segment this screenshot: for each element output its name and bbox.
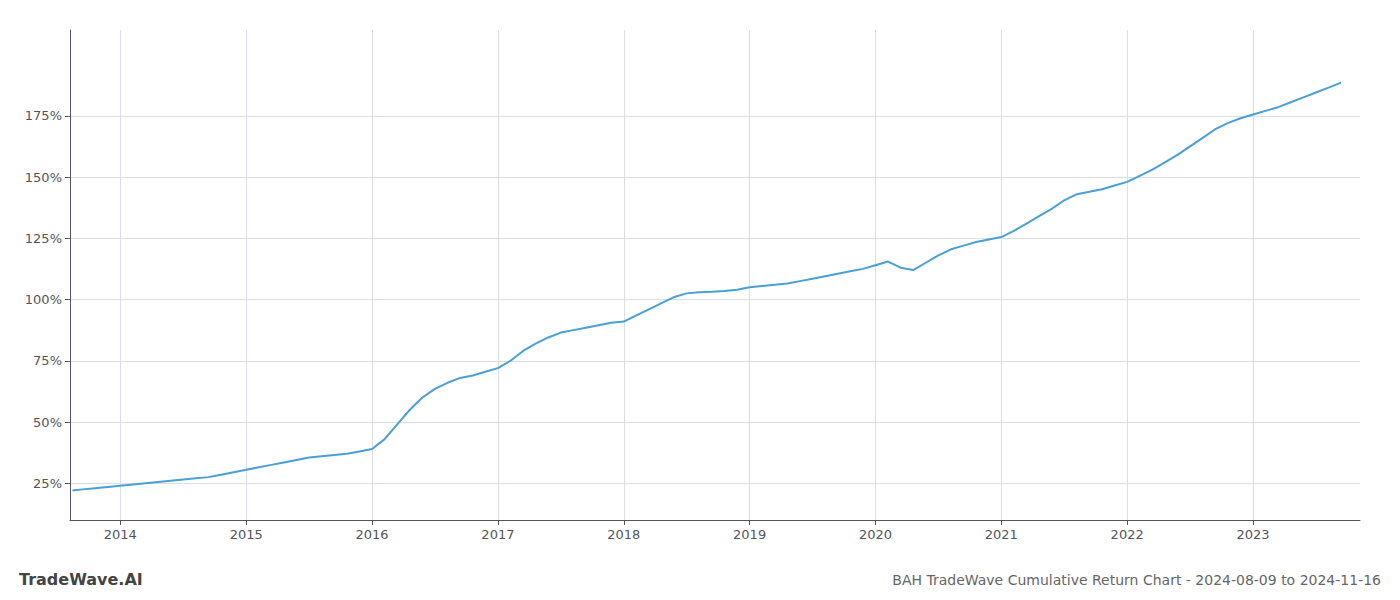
svg-text:2014: 2014 xyxy=(104,527,137,542)
svg-text:2015: 2015 xyxy=(230,527,263,542)
svg-text:2021: 2021 xyxy=(985,527,1018,542)
svg-text:75%: 75% xyxy=(33,353,62,368)
svg-text:2022: 2022 xyxy=(1111,527,1144,542)
svg-text:2018: 2018 xyxy=(607,527,640,542)
svg-text:2019: 2019 xyxy=(733,527,766,542)
svg-text:125%: 125% xyxy=(25,231,62,246)
svg-text:175%: 175% xyxy=(25,108,62,123)
svg-text:2017: 2017 xyxy=(481,527,514,542)
svg-text:25%: 25% xyxy=(33,476,62,491)
svg-text:2023: 2023 xyxy=(1236,527,1269,542)
svg-text:BAH TradeWave Cumulative Retur: BAH TradeWave Cumulative Return Chart - … xyxy=(892,572,1381,588)
svg-text:TradeWave.AI: TradeWave.AI xyxy=(19,570,143,589)
svg-text:50%: 50% xyxy=(33,415,62,430)
svg-text:2020: 2020 xyxy=(859,527,892,542)
svg-text:100%: 100% xyxy=(25,292,62,307)
svg-text:2016: 2016 xyxy=(356,527,389,542)
svg-text:150%: 150% xyxy=(25,170,62,185)
